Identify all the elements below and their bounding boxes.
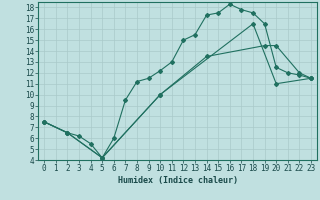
X-axis label: Humidex (Indice chaleur): Humidex (Indice chaleur): [118, 176, 238, 185]
